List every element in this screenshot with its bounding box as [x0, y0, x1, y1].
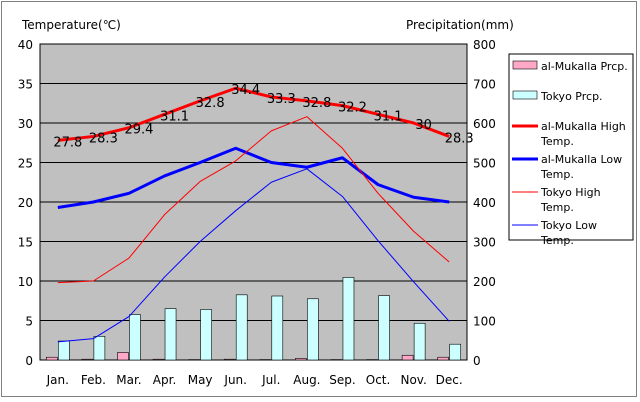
right-tick-label: 100 — [473, 315, 496, 329]
left-tick-label: 40 — [18, 38, 33, 52]
left-axis-title: Temperature(℃) — [21, 18, 121, 32]
precip-bar — [58, 341, 69, 360]
left-tick-label: 5 — [25, 315, 33, 329]
data-label: 31.1 — [374, 109, 403, 124]
left-tick-label: 30 — [18, 117, 33, 131]
right-tick-label: 0 — [473, 354, 481, 368]
legend-label: al-Mukalla High — [541, 120, 626, 133]
right-tick-label: 500 — [473, 157, 496, 171]
x-tick-label: May — [188, 373, 213, 387]
x-tick-label: Apr. — [153, 373, 176, 387]
data-label: 30 — [415, 118, 432, 133]
legend: al-Mukalla Prcp. Tokyo Prcp. al-Mukalla Hi… — [509, 54, 633, 247]
left-tick-label: 20 — [18, 196, 33, 210]
legend-swatch — [513, 91, 537, 99]
precip-bar — [82, 359, 93, 360]
right-tick-label: 700 — [473, 78, 496, 92]
precip-bar — [307, 299, 318, 360]
legend-label-cont: Temp. — [540, 135, 574, 148]
data-label: 32.8 — [196, 96, 225, 111]
x-tick-label: Jul. — [261, 373, 280, 387]
precip-bar — [438, 357, 449, 360]
left-tick-label: 10 — [18, 275, 33, 289]
precip-bar — [295, 358, 306, 360]
data-label: 28.3 — [445, 131, 474, 146]
chart-frame: Temperature(℃) Precipitation(mm) 27.8 28.… — [1, 1, 637, 397]
x-tick-label: Sep. — [329, 373, 355, 387]
x-tick-label: Jan. — [46, 373, 69, 387]
left-tick-label: 35 — [18, 78, 33, 92]
left-tick-label: 0 — [25, 354, 33, 368]
data-label: 31.1 — [160, 109, 189, 124]
legend-label: Tokyo Low — [540, 219, 597, 232]
data-label: 29.4 — [124, 123, 153, 138]
x-tick-label: Nov. — [400, 373, 426, 387]
data-label: 32.8 — [302, 96, 331, 111]
data-label: 32.2 — [338, 101, 367, 116]
x-tick-label: Dec. — [436, 373, 463, 387]
x-tick-label: Jun. — [223, 373, 247, 387]
right-axis-title: Precipitation(mm) — [406, 18, 514, 32]
precip-bar — [117, 352, 128, 360]
right-tick-label: 200 — [473, 275, 496, 289]
right-tick-label: 600 — [473, 117, 496, 131]
x-tick-label: Oct. — [366, 373, 391, 387]
legend-label: al-Mukalla Prcp. — [541, 60, 628, 73]
precip-bar — [343, 277, 354, 360]
legend-label-cont: Temp. — [540, 234, 574, 247]
legend-label: Tokyo High — [540, 186, 601, 199]
precip-bar — [379, 296, 390, 360]
data-label: 27.8 — [53, 135, 82, 150]
x-tick-label: Mar. — [116, 373, 141, 387]
precip-bar — [224, 359, 235, 360]
right-tick-label: 800 — [473, 38, 496, 52]
legend-label-cont: Temp. — [540, 168, 574, 181]
legend-label: al-Mukalla Low — [541, 153, 622, 166]
precip-bar — [165, 309, 176, 360]
x-tick-label: Aug. — [293, 373, 320, 387]
precip-bar — [414, 323, 425, 360]
precip-bar — [94, 336, 105, 360]
left-tick-label: 25 — [18, 157, 33, 171]
right-tick-label: 300 — [473, 236, 496, 250]
precip-bar — [129, 315, 140, 360]
data-label: 34.4 — [231, 83, 260, 98]
data-label: 33.3 — [267, 92, 296, 107]
legend-label: Tokyo Prcp. — [540, 90, 603, 103]
left-tick-label: 15 — [18, 236, 33, 250]
precip-bar — [272, 296, 283, 360]
precip-bar — [201, 309, 212, 360]
precip-bar — [46, 357, 57, 360]
legend-label-cont: Temp. — [540, 201, 574, 214]
right-tick-label: 400 — [473, 196, 496, 210]
precip-bar — [402, 355, 413, 360]
precip-bar — [153, 359, 164, 360]
data-label: 28.3 — [89, 131, 118, 146]
precip-bar — [450, 344, 461, 360]
legend-swatch — [513, 61, 537, 69]
precip-bar — [236, 295, 247, 360]
x-tick-label: Feb. — [81, 373, 106, 387]
